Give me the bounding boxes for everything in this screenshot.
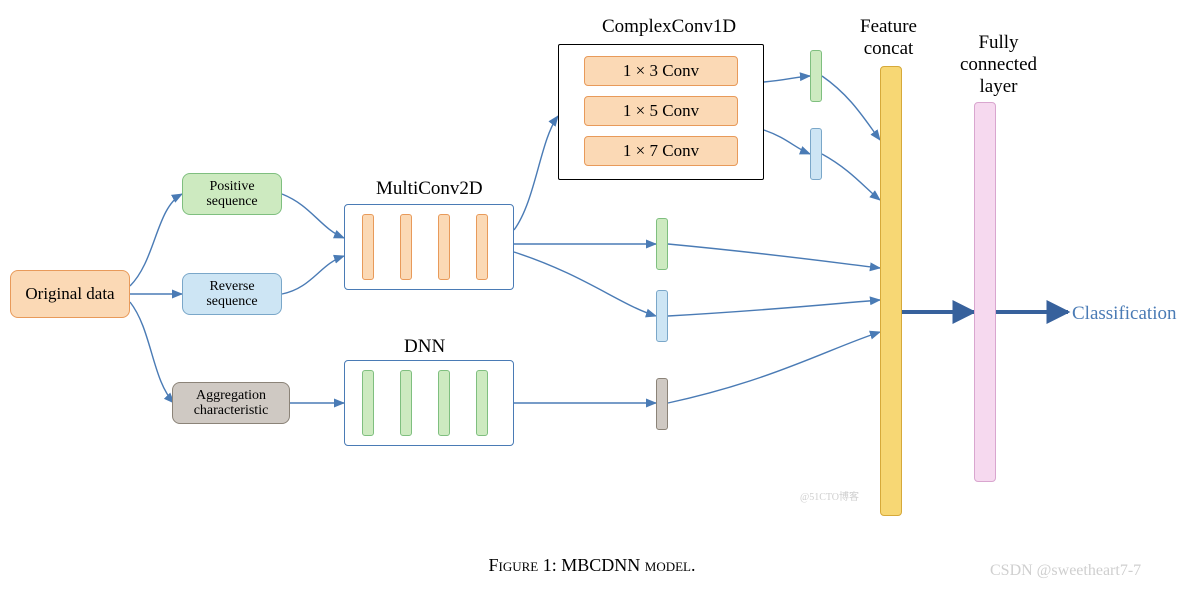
feature-bar-green-2 [810, 50, 822, 102]
positive-sequence-node: Positive sequence [182, 173, 282, 215]
feature-bar-green-1 [656, 218, 668, 270]
node-text: Positive sequence [206, 179, 257, 210]
reverse-sequence-node: Reverse sequence [182, 273, 282, 315]
multiconv-bar [476, 214, 488, 280]
dnn-bar [476, 370, 488, 436]
conv-row: 1 × 7 Conv [584, 136, 738, 166]
fully-connected-bar [974, 102, 996, 482]
complexconv1d-label: ComplexConv1D [602, 16, 736, 38]
multiconv2d-label: MultiConv2D [376, 178, 483, 200]
aggregation-characteristic-node: Aggregation characteristic [172, 382, 290, 424]
original-data-label: Original data [25, 285, 114, 304]
feature-bar-blue-1 [656, 290, 668, 342]
feature-concat-label: Feature concat [860, 16, 917, 60]
fully-connected-label: Fully connected layer [960, 32, 1037, 98]
multiconv-bar [438, 214, 450, 280]
watermark-csdn: CSDN @sweetheart7-7 [990, 562, 1141, 580]
feature-bar-blue-2 [810, 128, 822, 180]
watermark-51cto: @51CTO博客 [800, 488, 859, 503]
feature-concat-bar [880, 66, 902, 516]
node-text: Aggregation characteristic [194, 388, 269, 419]
dnn-bar [362, 370, 374, 436]
original-data-node: Original data [10, 270, 130, 318]
classification-label: Classification [1072, 303, 1176, 325]
multiconv-bar [400, 214, 412, 280]
multiconv-bar [362, 214, 374, 280]
feature-bar-gray-1 [656, 378, 668, 430]
conv-row: 1 × 3 Conv [584, 56, 738, 86]
node-text: Reverse sequence [206, 279, 257, 310]
conv-row: 1 × 5 Conv [584, 96, 738, 126]
dnn-bar [400, 370, 412, 436]
dnn-label: DNN [404, 336, 445, 358]
dnn-bar [438, 370, 450, 436]
